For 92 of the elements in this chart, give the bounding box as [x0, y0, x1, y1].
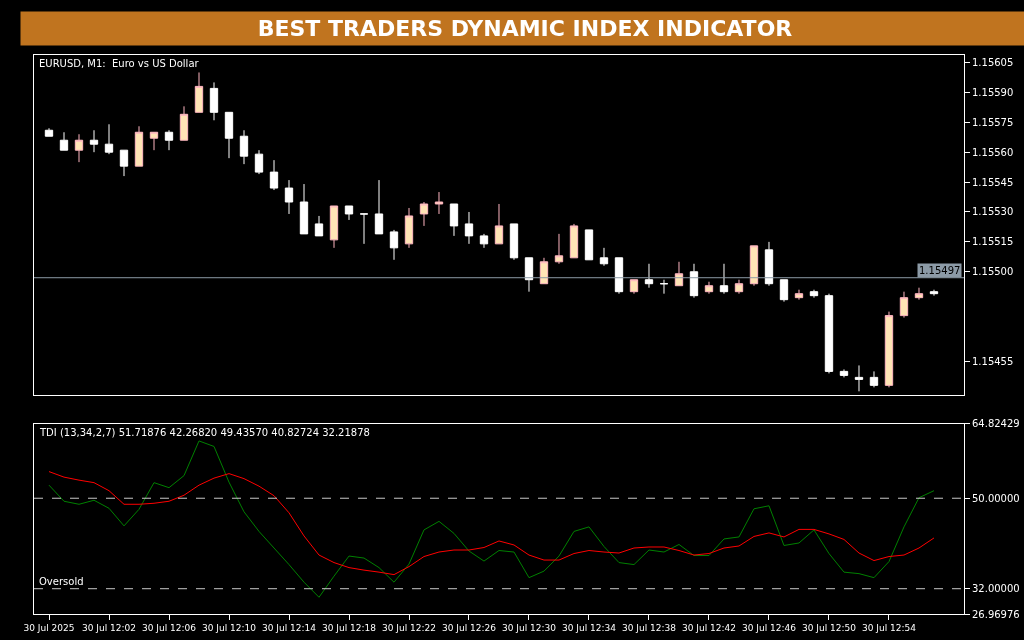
candlestick: [674, 261, 684, 287]
candlestick: [74, 133, 84, 163]
x-tick-label: 30 Jul 12:54: [862, 622, 917, 633]
candlestick: [299, 183, 309, 235]
line-series: [48, 471, 935, 576]
y-tick-label: 32.00000: [971, 583, 1020, 595]
y-tick-label: 1.15560: [971, 146, 1014, 158]
candlestick: [419, 201, 429, 227]
candlestick: [869, 370, 879, 388]
x-tick-label: 30 Jul 2025: [23, 622, 75, 633]
y-tick-label: 1.15545: [971, 176, 1014, 188]
candlestick: [554, 233, 564, 265]
candlestick: [794, 289, 804, 301]
candlestick: [734, 279, 744, 295]
candlestick: [314, 215, 324, 237]
y-tick-label: 1.15590: [971, 86, 1014, 98]
candlestick: [614, 257, 624, 295]
candlestick: [224, 111, 234, 159]
candlestick: [59, 131, 69, 151]
candlestick: [929, 289, 939, 297]
candlestick: [239, 129, 249, 165]
candlestick: [464, 211, 474, 245]
candlestick: [854, 364, 864, 392]
candlestick: [179, 105, 189, 141]
candlestick: [164, 129, 174, 151]
candlestick: [569, 223, 579, 259]
candlestick: [689, 263, 699, 299]
chart-subtitle: EURUSD, M1: Euro vs US Dollar: [39, 58, 200, 69]
x-tick-label: 30 Jul 12:14: [262, 622, 317, 633]
x-tick-label: 30 Jul 12:10: [202, 622, 257, 633]
candlestick: [779, 279, 789, 303]
candlestick: [374, 179, 384, 235]
candlestick: [119, 149, 129, 177]
x-tick-label: 30 Jul 12:42: [682, 622, 736, 633]
candlestick: [539, 257, 549, 285]
y-tick-label: 1.15515: [971, 236, 1014, 248]
candlestick: [44, 127, 54, 137]
x-tick-label: 30 Jul 12:18: [322, 622, 377, 633]
y-tick-label: 1.15605: [971, 56, 1014, 68]
ref-line-label: 1.15497: [919, 265, 961, 276]
chart-title: TDI (13,34,2,7) 51.71876 42.26820 49.43570 40.82724 32.21878: [39, 427, 370, 438]
candlestick: [599, 247, 609, 267]
y-tick-label: 26.96976: [971, 608, 1020, 620]
y-tick-label: 1.15575: [971, 116, 1014, 128]
x-tick-label: 30 Jul 12:06: [142, 622, 197, 633]
candlestick: [284, 179, 294, 215]
candlestick: [914, 287, 924, 301]
y-tick-label: 50.00000: [971, 492, 1020, 504]
candlestick: [824, 293, 834, 374]
candlestick: [104, 123, 114, 155]
candlestick: [329, 205, 339, 249]
x-tick-label: 30 Jul 12:30: [502, 622, 557, 633]
candlestick: [839, 368, 849, 378]
y-tick-label: 1.15500: [971, 266, 1014, 278]
candlestick: [764, 241, 774, 287]
candlestick: [524, 257, 534, 293]
candlestick: [209, 81, 219, 121]
candlestick: [629, 279, 639, 295]
candlestick: [494, 203, 504, 245]
candlestick: [434, 191, 444, 215]
x-tick-label: 30 Jul 12:02: [82, 622, 136, 633]
candlestick: [719, 263, 729, 295]
y-tick-label: 64.82429: [971, 418, 1020, 430]
ref-line-label: Oversold: [39, 576, 84, 587]
x-tick-label: 30 Jul 12:34: [562, 622, 617, 633]
x-tick-label: 30 Jul 12:46: [742, 622, 797, 633]
candlestick: [194, 71, 204, 113]
candlestick: [134, 125, 144, 167]
candlestick: [749, 245, 759, 287]
candlestick: [149, 131, 159, 151]
candlestick: [344, 205, 354, 221]
x-tick-label: 30 Jul 12:26: [442, 622, 497, 633]
x-tick-label: 30 Jul 12:50: [802, 622, 857, 633]
x-tick-label: 30 Jul 12:38: [622, 622, 677, 633]
candlestick: [884, 311, 894, 388]
candlestick: [509, 223, 519, 261]
x-tick-label: 30 Jul 12:22: [382, 622, 436, 633]
candlestick: [89, 129, 99, 153]
candlestick: [584, 229, 594, 261]
candlestick: [269, 159, 279, 191]
y-tick-label: 1.15530: [971, 206, 1014, 218]
candlestick: [479, 233, 489, 249]
candlestick: [704, 281, 714, 295]
chart-title: BEST TRADERS DYNAMIC INDEX INDICATOR: [257, 16, 793, 41]
candlestick: [449, 203, 459, 237]
candlestick: [389, 229, 399, 261]
candlestick: [899, 291, 909, 319]
candlestick: [644, 263, 654, 289]
y-tick-label: 1.15455: [971, 355, 1014, 367]
candlestick: [254, 149, 264, 175]
candlestick: [404, 207, 414, 249]
candlestick: [809, 289, 819, 299]
